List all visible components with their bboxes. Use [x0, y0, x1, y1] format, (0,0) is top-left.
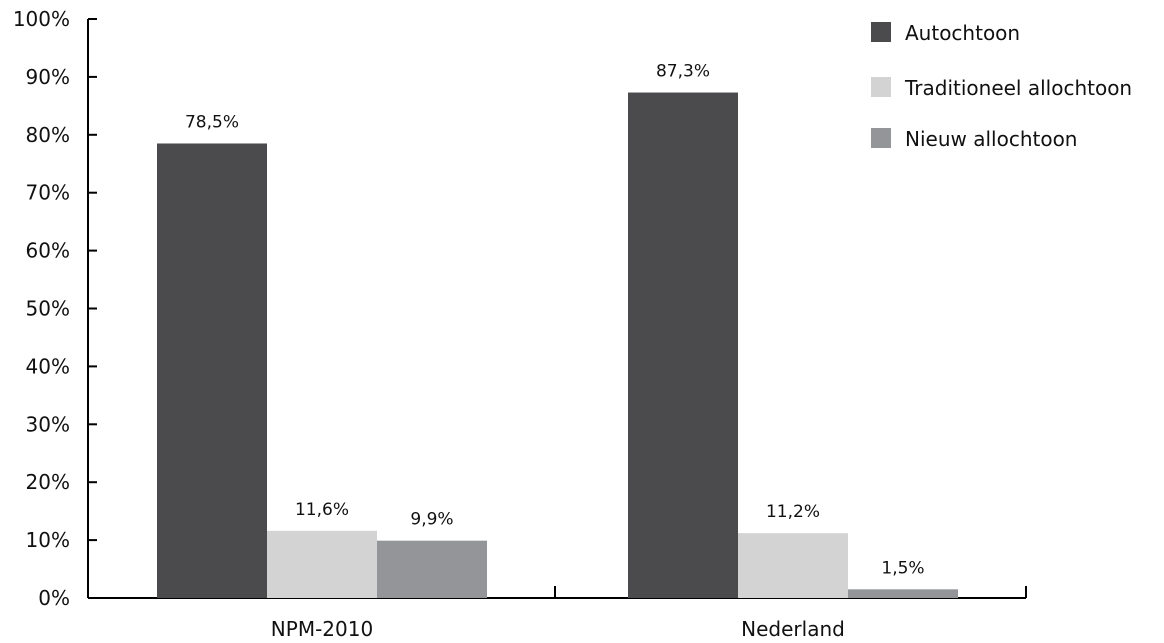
bars [157, 92, 958, 599]
data-label: 11,6% [295, 500, 349, 520]
bar [377, 540, 487, 598]
bar [848, 589, 958, 598]
legend-item: Nieuw allochtoon [871, 127, 1077, 151]
y-tick-label: 70% [26, 181, 70, 205]
bar [267, 530, 377, 598]
bar [157, 143, 267, 599]
legend-label: Nieuw allochtoon [905, 127, 1077, 151]
legend-item: Autochtoon [871, 21, 1020, 45]
y-tick-label: 50% [26, 297, 70, 321]
y-tick-label: 10% [26, 528, 70, 552]
x-category-label: NPM-2010 [271, 617, 373, 641]
x-category-label: Nederland [741, 617, 845, 641]
y-tick-label: 90% [26, 65, 70, 89]
data-labels: 78,5% 11,6% 9,9% 87,3% 11,2% 1,5% [185, 62, 925, 579]
data-label: 1,5% [881, 558, 924, 578]
y-tick-label: 30% [26, 412, 70, 436]
data-label: 87,3% [656, 62, 710, 82]
y-tick-label: 0% [38, 586, 70, 610]
legend-label: Autochtoon [905, 21, 1020, 45]
data-label: 9,9% [410, 510, 453, 530]
legend-swatch [871, 128, 891, 148]
y-tick-label: 100% [13, 7, 70, 31]
legend-swatch [871, 22, 891, 42]
data-label: 11,2% [766, 502, 820, 522]
axes: 0% 10% 20% 30% 40% 50% 60% 70% 80% 90% 100% NPM-201… [13, 7, 1027, 641]
bar [628, 92, 738, 599]
legend-item: Traditioneel allochtoon [871, 76, 1132, 100]
data-label: 78,5% [185, 112, 239, 132]
y-tick-label: 20% [26, 470, 70, 494]
bar [738, 533, 848, 598]
y-tick-label: 60% [26, 239, 70, 263]
y-tick-label: 40% [26, 354, 70, 378]
legend: Autochtoon Traditioneel allochtoon Nieuw a… [871, 21, 1132, 151]
legend-label: Traditioneel allochtoon [904, 76, 1132, 100]
legend-swatch [871, 77, 891, 97]
y-tick-label: 80% [26, 123, 70, 147]
